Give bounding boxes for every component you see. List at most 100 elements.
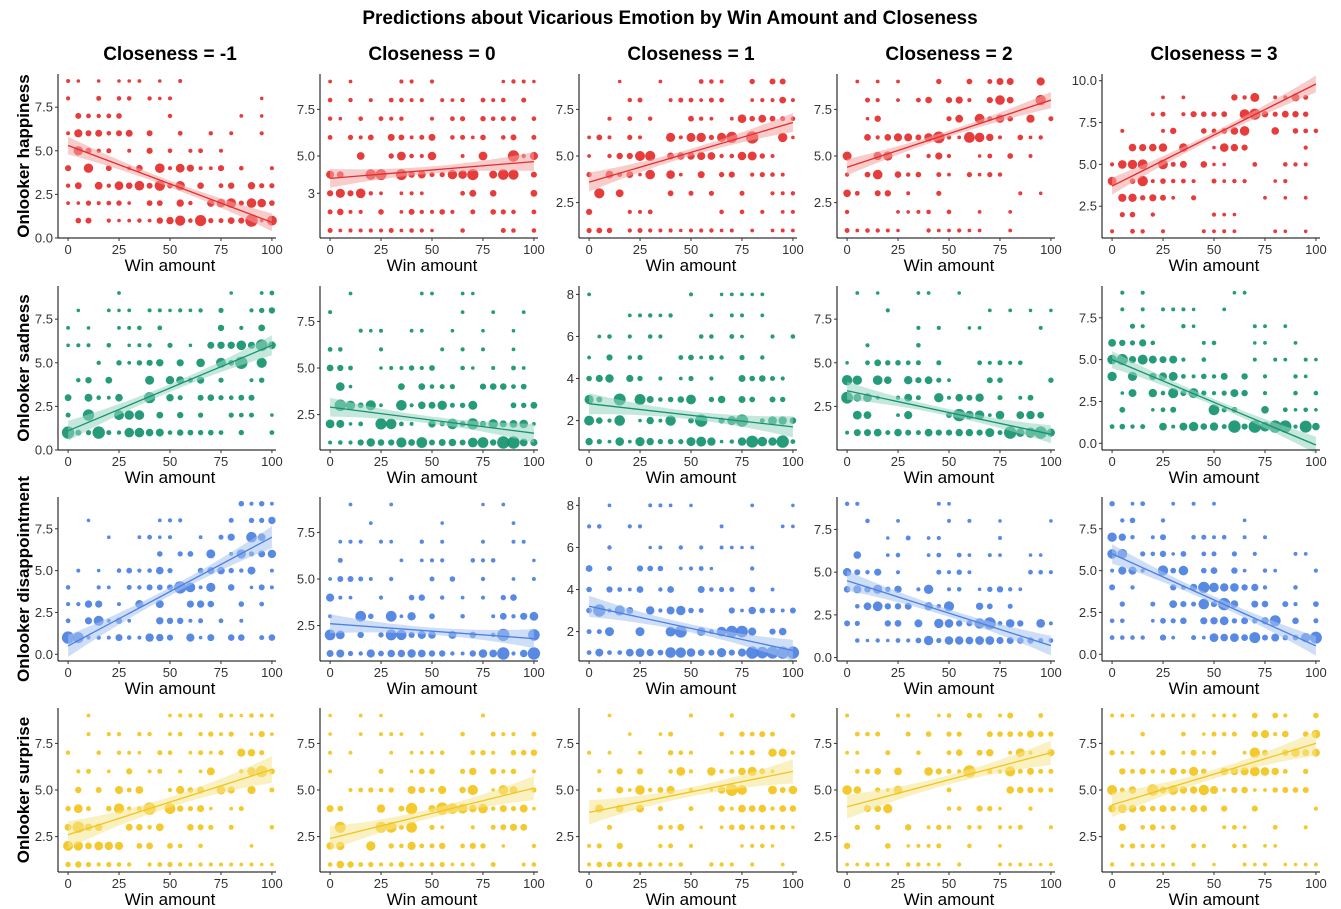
data-point — [728, 607, 735, 614]
data-point — [106, 769, 111, 774]
data-point — [1201, 373, 1207, 380]
data-point — [1283, 196, 1288, 200]
data-point — [1160, 178, 1166, 184]
data-point — [926, 862, 931, 867]
x-tick-label: 75 — [1258, 665, 1272, 680]
data-point — [1262, 568, 1268, 573]
data-point — [259, 517, 265, 524]
data-point — [965, 636, 974, 645]
data-point — [176, 359, 184, 367]
data-point — [748, 627, 757, 636]
data-point — [854, 824, 860, 830]
x-tick-label: 75 — [214, 242, 228, 257]
y-tick-label: 2.5 — [297, 618, 315, 633]
data-point — [358, 862, 364, 867]
data-point — [460, 595, 465, 600]
data-point — [1241, 584, 1248, 591]
data-point — [1038, 135, 1043, 140]
data-point — [708, 649, 715, 656]
data-point — [1161, 229, 1165, 234]
data-point — [719, 586, 725, 593]
data-point — [1242, 568, 1247, 573]
data-point — [249, 844, 254, 848]
data-point — [419, 843, 425, 849]
data-point — [177, 617, 184, 624]
data-point — [449, 576, 456, 582]
data-point — [936, 172, 942, 178]
data-point — [1140, 290, 1145, 295]
x-tick-label: 0 — [64, 242, 71, 257]
data-point — [1303, 128, 1309, 134]
data-point — [1150, 179, 1155, 184]
data-point — [997, 395, 1003, 401]
data-point — [1008, 210, 1013, 214]
data-point — [1028, 862, 1033, 867]
data-point — [865, 731, 870, 737]
data-point — [688, 769, 694, 774]
data-point — [658, 313, 663, 318]
data-point — [328, 732, 332, 736]
data-point — [1160, 534, 1166, 541]
data-point — [389, 116, 394, 121]
data-point — [729, 439, 734, 444]
data-point — [1272, 787, 1278, 793]
data-point — [378, 650, 384, 657]
data-point — [740, 608, 744, 613]
data-point — [1303, 111, 1309, 117]
data-point — [229, 131, 234, 136]
data-point — [750, 825, 755, 830]
data-point — [842, 151, 852, 161]
data-point — [257, 198, 267, 208]
data-point — [855, 79, 860, 84]
data-point — [511, 539, 516, 544]
data-point — [874, 568, 882, 576]
data-point — [1161, 843, 1165, 848]
data-point — [986, 377, 993, 384]
data-point — [1129, 517, 1136, 524]
data-point — [1181, 713, 1186, 718]
data-point — [998, 844, 1002, 848]
data-point — [658, 376, 663, 381]
trend-line — [846, 99, 1052, 168]
data-point — [491, 310, 496, 314]
data-point — [688, 354, 694, 361]
data-point — [399, 79, 404, 84]
data-point — [986, 603, 993, 610]
data-point — [147, 769, 152, 774]
y-tick-label: 2.5 — [1079, 829, 1097, 844]
data-point — [646, 606, 655, 615]
data-point — [187, 806, 193, 812]
data-point — [418, 401, 426, 410]
data-point — [607, 503, 612, 508]
data-point — [227, 341, 235, 349]
x-tick-label: 100 — [1040, 454, 1062, 469]
data-point — [885, 843, 891, 849]
x-tick-label: 75 — [735, 242, 749, 257]
data-point — [987, 553, 992, 558]
data-point — [1027, 786, 1034, 794]
data-point — [439, 842, 446, 850]
data-point — [760, 292, 765, 297]
data-point — [935, 768, 942, 775]
data-point — [357, 439, 364, 446]
data-point — [218, 430, 224, 435]
data-point — [667, 586, 674, 593]
data-point — [167, 843, 173, 849]
data-point — [896, 210, 900, 214]
data-point — [1263, 788, 1267, 792]
data-point — [780, 862, 785, 867]
data-point — [1171, 862, 1176, 867]
data-point — [750, 98, 755, 102]
y-tick-label: 2.5 — [556, 195, 574, 210]
x-tick-label: 75 — [214, 454, 228, 469]
y-tick-label: 4 — [567, 582, 574, 597]
data-point — [1150, 551, 1156, 557]
data-point — [1190, 111, 1197, 118]
data-point — [327, 209, 333, 215]
figure-title: Predictions about Vicarious Emotion by W… — [362, 8, 977, 29]
data-point — [1161, 95, 1165, 100]
data-point — [597, 769, 602, 774]
data-point — [481, 502, 485, 507]
data-point — [708, 97, 714, 103]
data-point — [719, 545, 724, 550]
